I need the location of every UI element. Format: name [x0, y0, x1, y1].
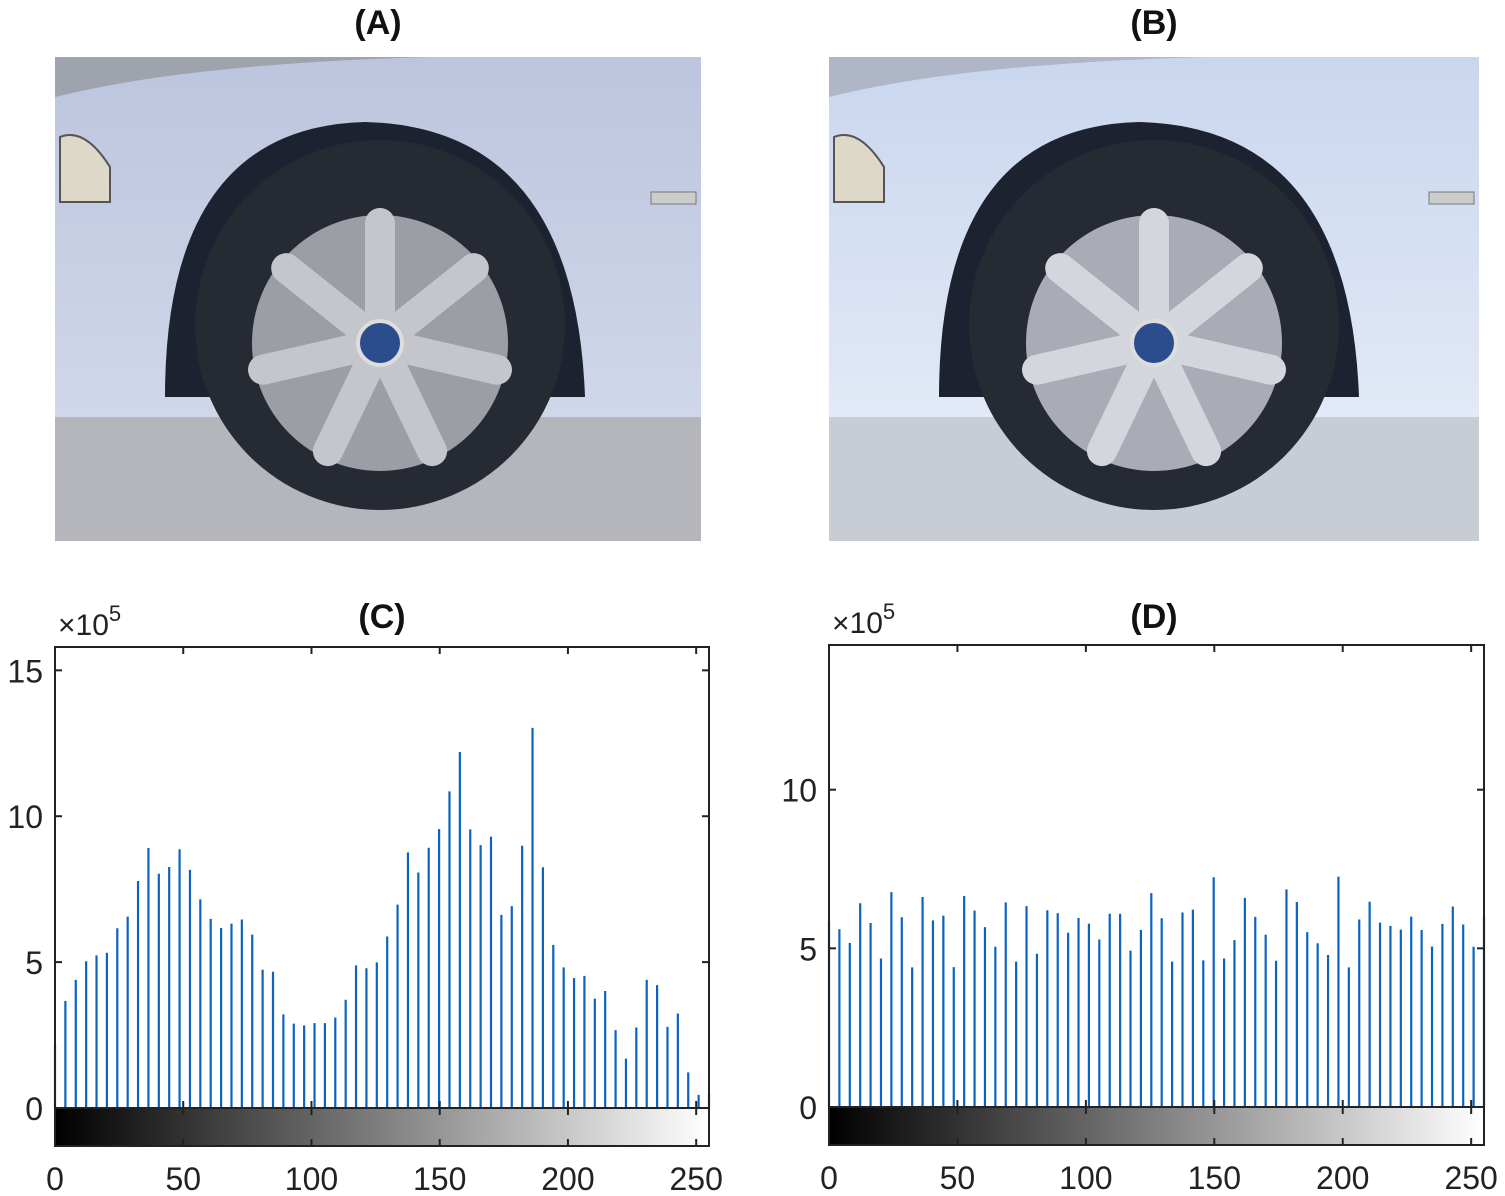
headlight [59, 134, 111, 203]
exponent-base: ×10 [832, 607, 883, 640]
exponent-base: ×10 [58, 609, 109, 642]
headlight [833, 134, 885, 203]
x-tick-label: 200 [541, 1161, 594, 1196]
plot-area [55, 647, 709, 1108]
exponent-power: 5 [883, 599, 895, 624]
x-tick-label: 0 [820, 1160, 838, 1196]
y-tick-label: 0 [799, 1090, 817, 1126]
original-car-photo [55, 57, 701, 541]
exponent-label: ×105 [58, 601, 121, 642]
grayscale-colorbar [828, 1106, 1485, 1146]
side-marker [650, 191, 697, 205]
panel-d-title: (D) [1130, 598, 1178, 636]
x-tick-label: 100 [1059, 1160, 1112, 1196]
panel-b-title: (B) [1130, 4, 1178, 42]
plot-area [829, 645, 1484, 1107]
x-tick-label: 0 [46, 1161, 64, 1196]
x-tick-label: 150 [413, 1161, 466, 1196]
x-tick-label: 200 [1316, 1160, 1369, 1196]
y-tick-label: 5 [799, 931, 817, 967]
x-tick-label: 150 [1188, 1160, 1241, 1196]
x-tick-label: 250 [669, 1161, 722, 1196]
side-marker [1428, 191, 1475, 205]
y-tick-label: 10 [781, 773, 817, 809]
x-tick-label: 100 [285, 1161, 338, 1196]
exponent-power: 5 [109, 601, 121, 626]
y-tick-label: 5 [25, 945, 43, 981]
y-tick-label: 10 [7, 799, 43, 835]
y-tick-label: 15 [7, 653, 43, 689]
panel-c-title: (C) [358, 598, 406, 636]
grayscale-colorbar [54, 1107, 710, 1147]
x-tick-label: 50 [940, 1160, 976, 1196]
hub-logo [356, 319, 404, 367]
panel-a-title: (A) [354, 4, 402, 42]
y-tick-label: 0 [25, 1091, 43, 1127]
x-tick-label: 250 [1444, 1160, 1497, 1196]
exponent-label: ×105 [832, 599, 895, 640]
equalized-car-photo [829, 57, 1479, 541]
hub-logo [1130, 319, 1178, 367]
x-tick-label: 50 [165, 1161, 201, 1196]
